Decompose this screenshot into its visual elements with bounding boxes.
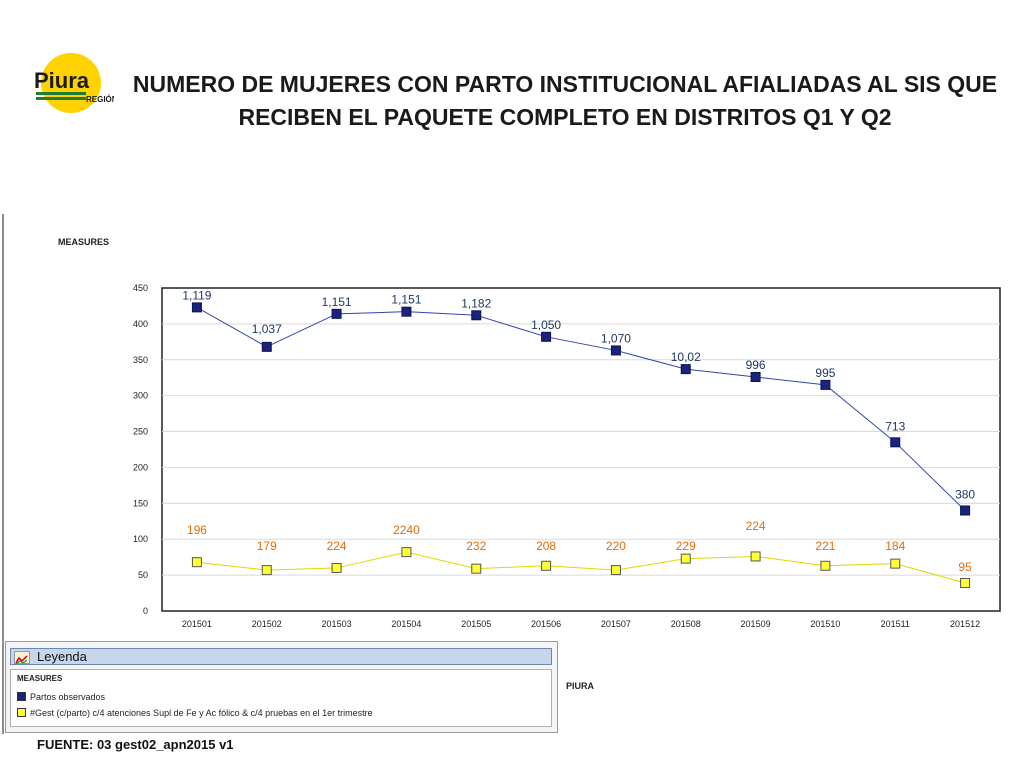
panel-divider	[2, 214, 4, 734]
y-tick-label: 350	[133, 355, 148, 365]
data-point	[820, 379, 831, 390]
legend-item-label: Partos observados	[30, 692, 106, 702]
data-label: 10,02	[671, 350, 701, 364]
series-line	[196, 551, 966, 584]
chart-legend-icon	[14, 651, 30, 665]
legend-header[interactable]: Leyenda	[10, 648, 552, 665]
x-tick-label: 201511	[881, 619, 910, 629]
data-point	[610, 565, 621, 576]
data-label: 2240	[393, 523, 420, 537]
y-tick-label: 150	[133, 498, 148, 508]
data-label: 1,070	[601, 331, 631, 345]
data-point	[261, 341, 272, 352]
x-tick-label: 201504	[391, 619, 421, 629]
data-label: 232	[466, 539, 486, 553]
data-label: 220	[606, 539, 626, 553]
data-label: 224	[746, 519, 766, 533]
data-point	[680, 553, 691, 564]
line-chart: 0 50 100 150 200 250 300 350 400 450 201501 201502 2…	[133, 283, 1001, 629]
data-point	[261, 565, 272, 576]
data-point	[541, 560, 552, 571]
data-label: 1,151	[391, 293, 421, 307]
data-label: 1,182	[461, 296, 491, 310]
data-label: 996	[746, 358, 766, 372]
data-point	[890, 437, 901, 448]
data-label: 995	[815, 366, 835, 380]
y-tick-label: 300	[133, 391, 148, 401]
data-label: 1,119	[182, 288, 211, 302]
data-label: 1,050	[531, 318, 561, 332]
x-tick-label: 201505	[461, 619, 491, 629]
x-tick-label: 201512	[950, 619, 980, 629]
y-tick-label: 0	[143, 606, 148, 616]
data-label: 380	[955, 488, 975, 502]
x-tick-label: 201501	[182, 619, 212, 629]
plot-area	[161, 287, 1001, 612]
data-point	[960, 578, 971, 589]
region-label: PIURA	[566, 681, 595, 691]
data-point	[401, 547, 412, 558]
source-footer: FUENTE: 03 gest02_apn2015 v1	[37, 737, 234, 752]
data-label: 196	[187, 523, 207, 537]
data-point	[401, 306, 412, 317]
x-tick-label: 201510	[810, 619, 840, 629]
x-tick-label: 201509	[741, 619, 771, 629]
legend-swatch-yellow	[17, 708, 26, 717]
data-label: 1,151	[322, 295, 352, 309]
legend-item-gestantes: #Gest (c/parto) c/4 atenciones Supl de F…	[17, 708, 373, 718]
x-tick-label: 201508	[671, 619, 701, 629]
data-point	[191, 302, 202, 313]
data-label: 179	[257, 539, 277, 553]
data-point	[471, 563, 482, 574]
data-point	[331, 562, 342, 573]
legend-item-label: #Gest (c/parto) c/4 atenciones Supl de F…	[30, 708, 373, 718]
data-point	[610, 345, 621, 356]
legend-swatch-navy	[17, 692, 26, 701]
y-tick-label: 50	[138, 570, 148, 580]
data-label: 224	[327, 539, 347, 553]
y-tick-label: 400	[133, 319, 148, 329]
data-point	[541, 331, 552, 342]
y-tick-label: 450	[133, 283, 148, 293]
logo-wordmark: Piura	[34, 68, 90, 93]
x-tick-label: 201507	[601, 619, 631, 629]
data-label: 95	[958, 560, 972, 574]
data-label: 713	[885, 419, 905, 433]
legend-body: MEASURES Partos observados #Gest (c/part…	[10, 669, 552, 727]
legend-item-partos: Partos observados	[17, 692, 105, 702]
series-line	[196, 306, 966, 511]
data-point	[960, 505, 971, 516]
legend-panel: Leyenda MEASURES Partos observados #Gest…	[5, 641, 558, 733]
data-label: 208	[536, 539, 556, 553]
legend-measures-label: MEASURES	[17, 674, 63, 683]
data-point	[820, 560, 831, 571]
page-title: NUMERO DE MUJERES CON PARTO INSTITUCIONA…	[132, 71, 998, 130]
data-point	[750, 551, 761, 562]
y-tick-label: 100	[133, 534, 148, 544]
data-point	[750, 372, 761, 383]
data-label: 184	[885, 539, 905, 553]
x-tick-label: 201506	[531, 619, 561, 629]
data-point	[471, 310, 482, 321]
data-label: 1,037	[252, 322, 282, 336]
y-tick-label: 200	[133, 462, 148, 472]
y-tick-label: 250	[133, 427, 148, 437]
data-point	[680, 364, 691, 375]
x-tick-label: 201502	[252, 619, 282, 629]
data-point	[890, 558, 901, 569]
measures-label: MEASURES	[58, 237, 110, 247]
data-point	[331, 308, 342, 319]
data-point	[191, 557, 202, 568]
data-label: 229	[676, 539, 696, 553]
data-label: 221	[815, 539, 835, 553]
legend-title: Leyenda	[37, 649, 87, 664]
x-tick-label: 201503	[322, 619, 352, 629]
